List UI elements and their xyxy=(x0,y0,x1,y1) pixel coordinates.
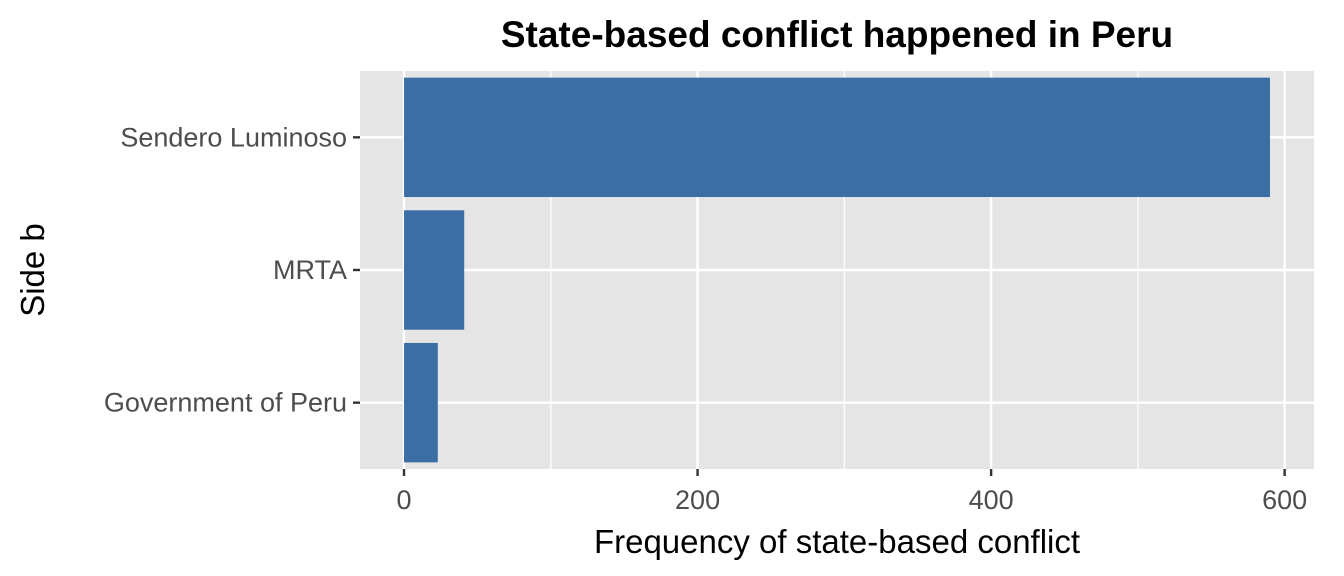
bar xyxy=(404,77,1270,198)
x-tick-label: 200 xyxy=(675,485,720,515)
y-axis-title: Side b xyxy=(14,223,51,317)
bar xyxy=(404,210,465,330)
y-tick-label: Government of Peru xyxy=(104,388,347,418)
x-tick-label: 600 xyxy=(1262,485,1307,515)
y-axis: Sendero Luminoso MRTA Government of Peru xyxy=(104,122,360,418)
bars xyxy=(404,77,1270,463)
x-tick-label: 400 xyxy=(969,485,1014,515)
bar xyxy=(404,342,438,463)
y-tick-label: Sendero Luminoso xyxy=(120,122,347,152)
y-tick-label: MRTA xyxy=(273,255,347,285)
chart-title: State-based conflict happened in Peru xyxy=(501,14,1173,55)
x-axis-title: Frequency of state-based conflict xyxy=(594,523,1080,560)
x-axis: 0 200 400 600 xyxy=(397,469,1307,515)
x-tick-label: 0 xyxy=(397,485,412,515)
